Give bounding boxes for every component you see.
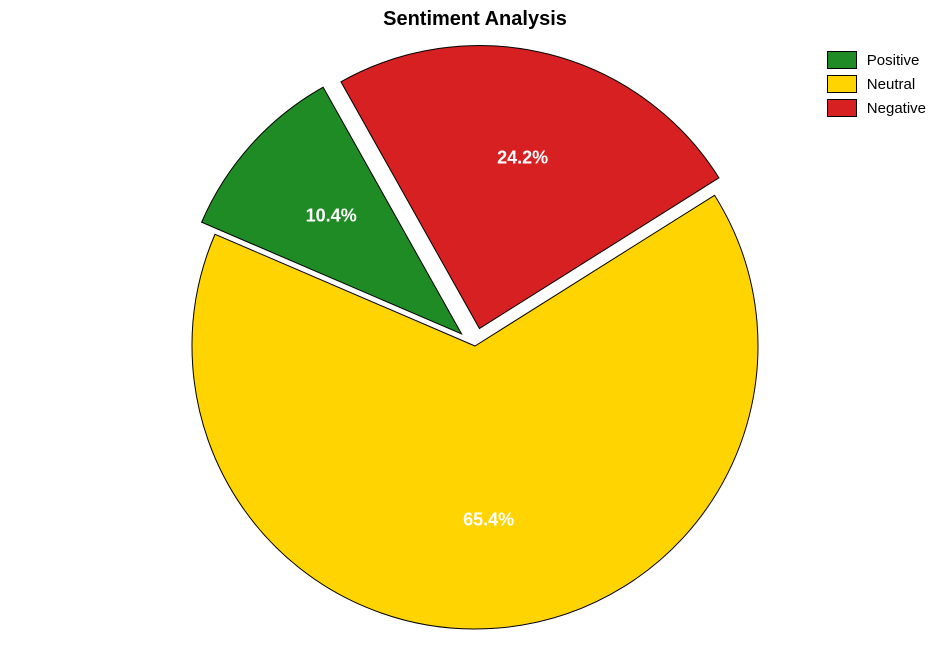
legend-label-negative: Negative: [867, 100, 926, 117]
legend-swatch-negative: [827, 99, 857, 117]
pie-svg: 24.2% 65.4% 10.4%: [0, 0, 950, 662]
pie-label-negative: 24.2%: [497, 147, 548, 167]
legend-item-neutral: Neutral: [827, 72, 926, 96]
sentiment-pie-chart: Sentiment Analysis 24.2%65.4%10.4% Posit…: [0, 0, 950, 662]
legend-item-positive: Positive: [827, 48, 926, 72]
legend-label-neutral: Neutral: [867, 76, 915, 93]
legend: Positive Neutral Negative: [827, 48, 926, 120]
pie-label-neutral: 65.4%: [463, 510, 514, 530]
pie-label-positive: 10.4%: [306, 205, 357, 225]
legend-swatch-positive: [827, 51, 857, 69]
legend-label-positive: Positive: [867, 52, 920, 69]
legend-item-negative: Negative: [827, 96, 926, 120]
legend-swatch-neutral: [827, 75, 857, 93]
